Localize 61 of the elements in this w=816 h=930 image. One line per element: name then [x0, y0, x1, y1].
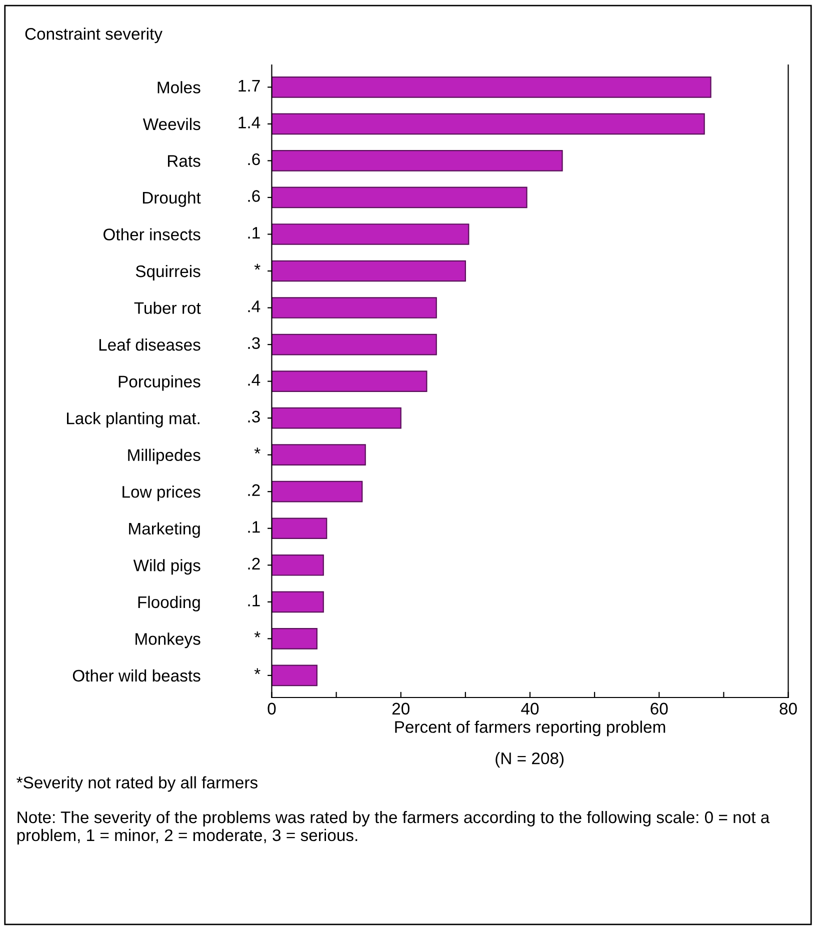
bar: [272, 150, 563, 172]
bar: [272, 628, 318, 650]
bar: [272, 370, 428, 392]
text: .1: [248, 521, 260, 533]
bar: [272, 76, 712, 98]
y-tick-label: Rats: [168, 155, 200, 167]
bar: [272, 224, 470, 245]
text: Note: The severity of the problems was rated by the farmers according to the following scale: 0 = not a problem, 1 = minor, 2 = moderate, 3 = serious.: [17, 810, 770, 844]
text: .1: [248, 227, 260, 239]
x-tick-label: 60: [650, 702, 668, 715]
text: .1: [248, 594, 260, 606]
bar: [272, 407, 402, 429]
bar: [272, 480, 363, 502]
y-tick-label: Drought: [142, 191, 201, 207]
text: 1.4: [238, 116, 260, 128]
text: .6: [248, 190, 260, 202]
x-tick-label: 40: [521, 702, 539, 715]
x-tick-label: 0: [268, 702, 276, 715]
y-tick-label: Low prices: [122, 486, 200, 502]
bar: [272, 113, 705, 135]
bar: [272, 591, 324, 613]
y-tick-label: Wild pigs: [133, 559, 200, 575]
text: .2: [248, 558, 260, 570]
text: 1.7: [238, 80, 260, 92]
bar: [272, 297, 437, 318]
y-tick-label: Monkeys: [136, 632, 200, 648]
text: *: [254, 448, 260, 454]
y-tick-label: Leaf diseases: [99, 338, 200, 351]
y-tick-label: Weevils: [142, 118, 200, 130]
text: *: [254, 668, 260, 674]
text: *: [254, 632, 260, 638]
bar: [272, 444, 366, 466]
text: (N = 208): [496, 752, 564, 768]
y-tick-label: Flooding: [138, 596, 200, 612]
y-tick-label: Marketing: [129, 522, 200, 538]
text: .4: [248, 374, 260, 386]
text: .2: [248, 484, 260, 496]
text: .3: [248, 337, 260, 350]
text: Constraint severity: [25, 28, 162, 44]
text: .6: [248, 153, 260, 166]
x-tick-label: 80: [780, 702, 797, 715]
bar: [272, 260, 466, 282]
bar: [272, 664, 318, 686]
text: *: [254, 264, 260, 270]
bar: [272, 518, 328, 540]
x-axis-title: Percent of farmers reporting problem: [395, 720, 666, 736]
y-tick-label: Tuber rot: [134, 302, 201, 314]
text: .4: [248, 300, 260, 312]
y-tick-label: Porcupines: [118, 375, 200, 391]
y-tick-label: Other wild beasts: [72, 669, 200, 682]
x-tick-label: 20: [392, 702, 410, 715]
y-tick-label: Millipedes: [128, 448, 200, 464]
y-tick-label: Lack planting mat.: [67, 412, 200, 428]
text: *Severity not rated by all farmers: [16, 776, 258, 792]
y-tick-label: Moles: [158, 81, 200, 94]
bar: [272, 186, 528, 208]
bar: [272, 554, 324, 576]
text: .3: [248, 410, 260, 423]
y-tick-label: Squirreis: [136, 264, 200, 280]
y-tick-label: Other insects: [104, 228, 200, 240]
bar: [272, 334, 437, 356]
